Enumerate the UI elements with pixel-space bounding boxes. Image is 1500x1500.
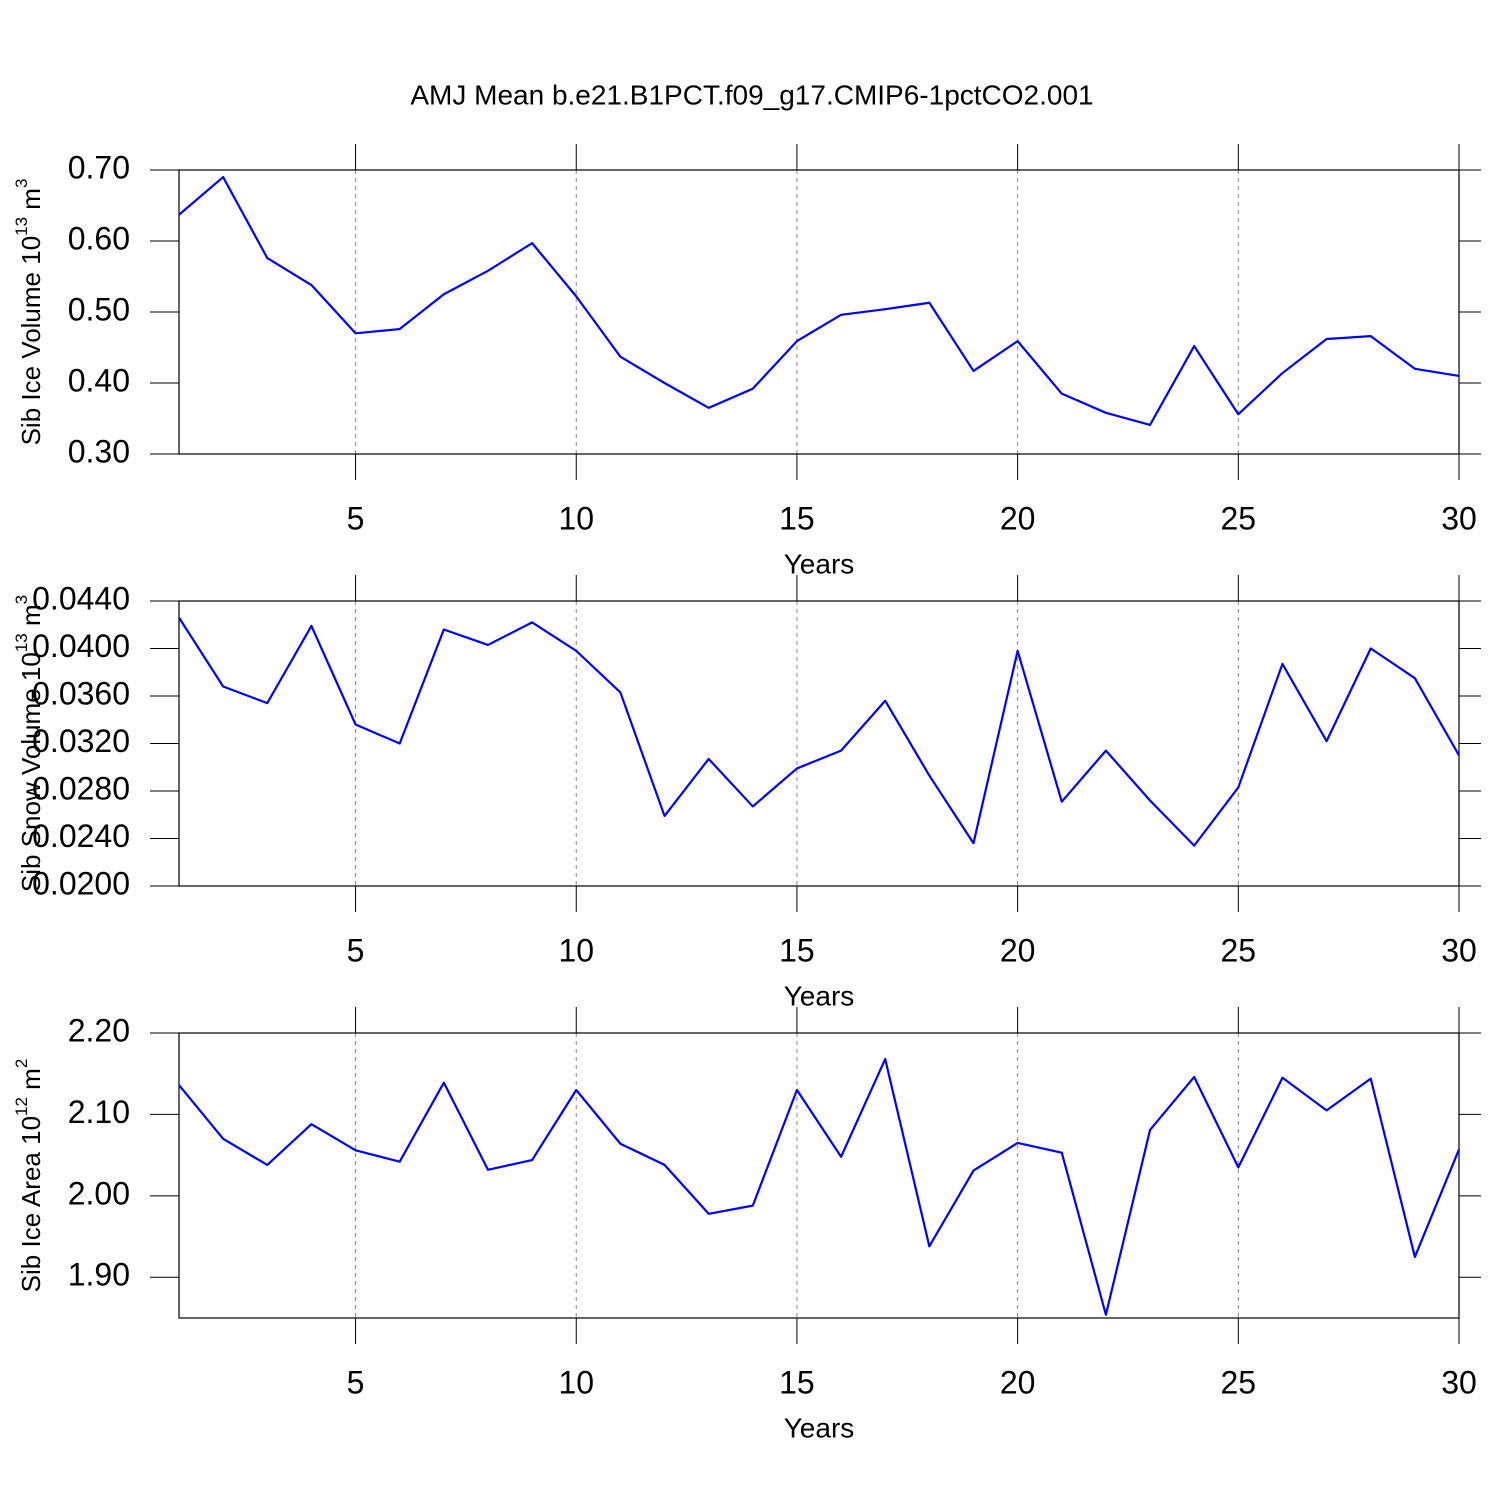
y-tick-label: 0.0400 xyxy=(32,628,130,664)
y-axis-label-part: Sib Ice Area 10 xyxy=(16,1116,46,1292)
y-tick-label: 2.10 xyxy=(68,1094,130,1130)
x-tick-label: 10 xyxy=(558,1364,594,1400)
y-axis-label: Sib Ice Area 1012 m2 xyxy=(12,1059,45,1293)
x-tick-label: 10 xyxy=(558,932,594,968)
y-axis-label-part: m xyxy=(16,604,46,633)
x-tick-label: 10 xyxy=(558,500,594,536)
y-tick-label: 0.0440 xyxy=(32,580,130,616)
x-tick-label: 25 xyxy=(1221,1364,1257,1400)
y-axis-label-part: Sib Snow Volume 10 xyxy=(16,652,46,892)
y-tick-label: 0.60 xyxy=(68,220,130,256)
x-tick-label: 25 xyxy=(1221,932,1257,968)
y-axis-label-part: Sib Ice Volume 10 xyxy=(16,236,46,446)
y-axis-label: Sib Snow Volume 1013 m3 xyxy=(12,595,45,892)
y-tick-label: 2.20 xyxy=(68,1012,130,1048)
x-tick-label: 30 xyxy=(1441,1364,1477,1400)
x-tick-label: 5 xyxy=(347,500,365,536)
x-tick-label: 15 xyxy=(779,1364,815,1400)
x-axis-label: Years xyxy=(784,1412,855,1443)
x-tick-label: 15 xyxy=(779,932,815,968)
y-axis-label-superscript: 3 xyxy=(12,179,31,188)
y-axis-label-superscript: 12 xyxy=(12,1097,31,1116)
y-axis-label-superscript: 13 xyxy=(12,217,31,236)
plot-frame xyxy=(178,600,1460,887)
x-tick-label: 20 xyxy=(1000,1364,1036,1400)
y-tick-label: 0.0280 xyxy=(32,770,130,806)
y-tick-label: 0.40 xyxy=(68,362,130,398)
x-tick-label: 15 xyxy=(779,500,815,536)
data-line xyxy=(178,617,1460,847)
y-tick-label: 0.50 xyxy=(68,291,130,327)
data-line xyxy=(178,1057,1461,1316)
x-tick-label: 5 xyxy=(347,932,365,968)
y-tick-label: 0.0320 xyxy=(32,723,130,759)
y-axis-label-superscript: 2 xyxy=(12,1059,31,1068)
x-axis-label: Years xyxy=(784,548,855,579)
y-axis-label-part: m xyxy=(16,188,46,217)
x-tick-label: 30 xyxy=(1441,932,1477,968)
plot-frame xyxy=(178,169,1460,455)
y-tick-label: 0.0360 xyxy=(32,675,130,711)
y-tick-label: 0.30 xyxy=(68,433,130,469)
y-axis-label-superscript: 13 xyxy=(12,633,31,652)
plot-frame xyxy=(178,1032,1460,1319)
y-tick-label: 0.70 xyxy=(68,149,130,185)
y-axis-label: Sib Ice Volume 1013 m3 xyxy=(12,179,45,446)
y-tick-label: 1.90 xyxy=(68,1257,130,1293)
y-tick-label: 0.0240 xyxy=(32,818,130,854)
x-axis-label: Years xyxy=(784,980,855,1011)
x-tick-label: 20 xyxy=(1000,932,1036,968)
chart-title: AMJ Mean b.e21.B1PCT.f09_g17.CMIP6-1pctC… xyxy=(410,79,1093,110)
data-line xyxy=(178,176,1460,426)
x-tick-label: 20 xyxy=(1000,500,1036,536)
x-tick-label: 30 xyxy=(1441,500,1477,536)
x-tick-label: 25 xyxy=(1221,500,1257,536)
y-tick-label: 2.00 xyxy=(68,1175,130,1211)
y-axis-label-superscript: 3 xyxy=(12,595,31,604)
y-axis-label-part: m xyxy=(16,1068,46,1097)
x-tick-label: 5 xyxy=(347,1364,365,1400)
y-tick-label: 0.0200 xyxy=(32,865,130,901)
